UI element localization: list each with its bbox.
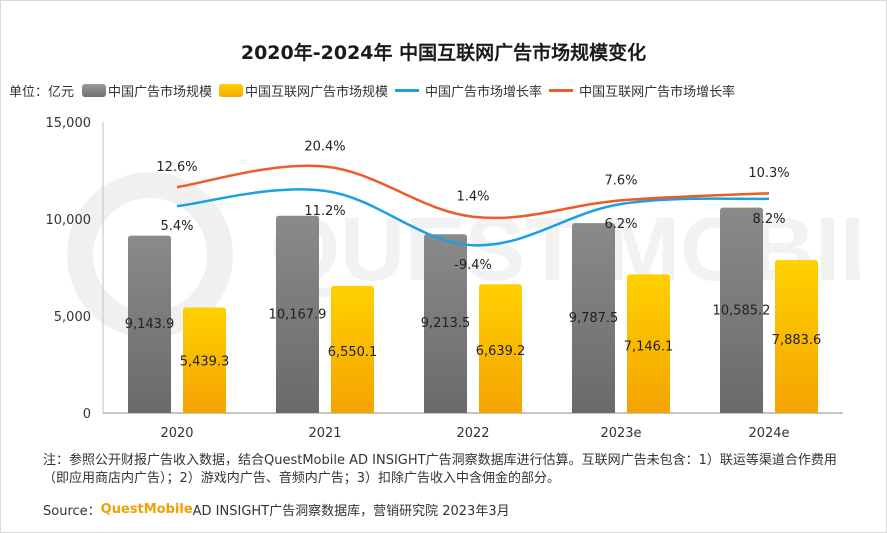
- bar-label-internet-ad-market: 6,550.1: [328, 345, 378, 360]
- unit-label: 单位：亿元: [9, 85, 75, 100]
- bar-internet-ad-market: [775, 260, 818, 413]
- legend-swatch-internet-ad-market: [219, 84, 244, 97]
- bar-label-internet-ad-market: 6,639.2: [476, 344, 526, 359]
- chart-title: 2020年-2024年 中国互联网广告市场规模变化: [240, 42, 647, 64]
- x-tick-label: 2024e: [748, 426, 789, 441]
- bar-label-ad-market: 10,167.9: [269, 307, 327, 322]
- legend-label-internet-ad-market: 中国互联网广告市场规模: [245, 85, 389, 100]
- rate-label-internet-ad-growth: 20.4%: [304, 140, 345, 155]
- legend-item-ad-growth: 中国广告市场增长率: [395, 81, 542, 100]
- x-tick-label: 2021: [308, 426, 341, 441]
- legend-swatch-internet-ad-growth: [549, 89, 574, 92]
- bar-ad-market: [128, 235, 171, 413]
- bar-ad-market: [720, 207, 763, 413]
- bar-label-ad-market: 9,213.5: [421, 316, 471, 331]
- rate-label-ad-growth: 8.2%: [752, 212, 785, 227]
- bar-ad-market: [424, 234, 467, 413]
- y-tick-label: 10,000: [46, 213, 92, 228]
- source-prefix: Source：: [43, 504, 101, 519]
- x-tick-label: 2022: [456, 426, 489, 441]
- legend-item-internet-ad-market: 中国互联网广告市场规模: [219, 81, 388, 100]
- line-ad-growth: [176, 188, 770, 247]
- bar-label-ad-market: 10,585.2: [713, 303, 771, 318]
- source-brand: QuestMobile: [100, 502, 193, 517]
- bar-label-ad-market: 9,787.5: [569, 311, 619, 326]
- rate-label-internet-ad-growth: 1.4%: [456, 190, 489, 205]
- legend-item-internet-ad-growth: 中国互联网广告市场增长率: [549, 81, 735, 100]
- legend-swatch-ad-growth: [395, 89, 420, 92]
- legend: 单位：亿元 中国广告市场规模 中国互联网广告市场规模 中国广告市场增长率 中国互…: [9, 81, 742, 100]
- line-internet-ad-growth: [176, 164, 770, 220]
- legend-label-ad-market: 中国广告市场规模: [108, 85, 213, 100]
- y-tick-label: 5,000: [54, 310, 91, 325]
- bar-label-internet-ad-market: 7,883.6: [772, 333, 822, 348]
- bar-internet-ad-market: [479, 284, 522, 413]
- bar-internet-ad-market: [627, 274, 670, 413]
- x-tick-label: 2023e: [600, 426, 641, 441]
- rate-label-internet-ad-growth: 12.6%: [156, 160, 197, 175]
- bar-label-internet-ad-market: 5,439.3: [180, 355, 230, 370]
- bar-label-internet-ad-market: 7,146.1: [624, 340, 674, 355]
- legend-label-internet-ad-growth: 中国互联网广告市场增长率: [579, 85, 736, 100]
- rate-label-ad-growth: 5.4%: [160, 219, 193, 234]
- bar-ad-market: [276, 215, 319, 413]
- rate-label-ad-growth: -9.4%: [454, 258, 492, 273]
- rate-label-ad-growth: 11.2%: [304, 204, 345, 219]
- legend-item-ad-market: 中国广告市场规模: [82, 81, 212, 100]
- footnote: 注：参照公开财报广告收入数据，结合QuestMobile AD INSIGHT广…: [43, 453, 837, 486]
- rate-label-ad-growth: 6.2%: [604, 217, 637, 232]
- legend-swatch-ad-market: [82, 84, 107, 97]
- bar-internet-ad-market: [183, 307, 226, 413]
- legend-label-ad-growth: 中国广告市场增长率: [425, 85, 543, 100]
- bar-internet-ad-market: [331, 285, 374, 413]
- source-line: Source： QuestMobile AD INSIGHT广告洞察数据库，营销…: [43, 500, 510, 519]
- x-tick-label: 2020: [160, 426, 193, 441]
- bar-label-ad-market: 9,143.9: [125, 317, 175, 332]
- bar-ad-market: [572, 223, 615, 413]
- y-tick-label: 15,000: [46, 116, 92, 131]
- rate-label-internet-ad-growth: 10.3%: [748, 166, 789, 181]
- y-tick-label: 0: [83, 407, 91, 422]
- rate-label-internet-ad-growth: 7.6%: [604, 173, 637, 188]
- source-rest: AD INSIGHT广告洞察数据库，营销研究院 2023年3月: [192, 504, 510, 519]
